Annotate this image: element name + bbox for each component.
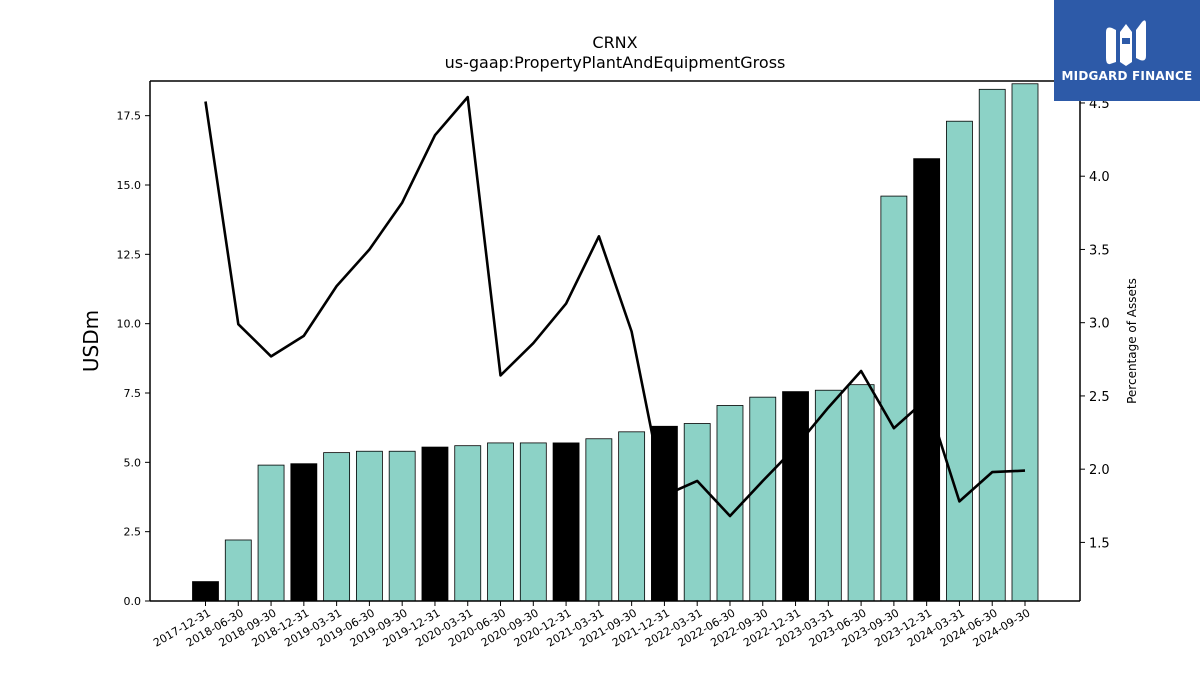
bar-2021-03-31 — [585, 438, 613, 602]
chart-title: CRNX — [592, 33, 637, 52]
bar-2022-06-30 — [716, 405, 744, 602]
bar-2018-12-31 — [290, 463, 318, 602]
y-tick-label: 17.5 — [117, 110, 142, 123]
y2-tick-label: 4.0 — [1089, 170, 1110, 185]
logo-text: MIDGARD FINANCE — [1061, 69, 1193, 83]
bar-2024-09-30 — [1011, 83, 1039, 602]
y2-tick-label: 3.5 — [1089, 243, 1110, 258]
y-tick-label: 5.0 — [124, 456, 142, 469]
y-tick-label: 0.0 — [124, 595, 142, 608]
bar-2021-09-30 — [618, 431, 646, 602]
y2-tick-label: 2.0 — [1089, 463, 1110, 478]
bar-2020-09-30 — [519, 442, 547, 602]
bar-2020-06-30 — [487, 442, 514, 602]
bar-2018-09-30 — [257, 464, 285, 602]
y-tick-label: 2.5 — [124, 526, 142, 539]
y2-axis-label: Percentage of Assets — [1125, 278, 1139, 404]
y-tick-label: 12.5 — [117, 248, 142, 261]
plot-area: 0.0 2.5 5.0 7.5 10.0 12.5 15.0 17.5 1.5 2.0 2.5 3.0… — [79, 80, 1139, 650]
midgard-m-logo-icon — [1106, 20, 1146, 66]
bar-2022-03-31 — [683, 423, 711, 602]
bar-2023-03-31 — [814, 389, 842, 602]
bar-2018-06-30 — [224, 539, 252, 602]
bar-2024-06-30 — [978, 88, 1006, 602]
y-axis-label: USDm — [79, 310, 103, 372]
bar-2019-03-31 — [323, 452, 351, 602]
bar-2023-12-31 — [913, 158, 941, 602]
bar-2022-12-31 — [782, 391, 809, 602]
bar-2022-09-30 — [749, 396, 777, 602]
y2-tick-label: 1.5 — [1089, 536, 1110, 551]
chart-subtitle: us-gaap:PropertyPlantAndEquipmentGross — [445, 53, 786, 72]
bar-2024-03-31 — [946, 120, 973, 602]
bar-2020-03-31 — [454, 445, 482, 602]
bar-2023-09-30 — [880, 195, 908, 602]
bar-2017-12-31 — [192, 581, 219, 602]
midgard-finance-logo: MIDGARD FINANCE — [1054, 0, 1200, 101]
y-tick-label: 10.0 — [117, 318, 142, 331]
y-tick-label: 15.0 — [117, 179, 142, 192]
y-tick-label: 7.5 — [124, 387, 142, 400]
bar-2019-09-30 — [388, 450, 416, 602]
bar-2019-06-30 — [355, 450, 383, 602]
y2-tick-label: 2.5 — [1089, 390, 1110, 405]
bar-2023-06-30 — [847, 384, 875, 602]
y2-tick-label: 3.0 — [1089, 317, 1110, 332]
bar-2020-12-31 — [552, 442, 580, 602]
bar-2019-12-31 — [421, 446, 449, 602]
percentage-of-assets-line — [204, 95, 1026, 518]
